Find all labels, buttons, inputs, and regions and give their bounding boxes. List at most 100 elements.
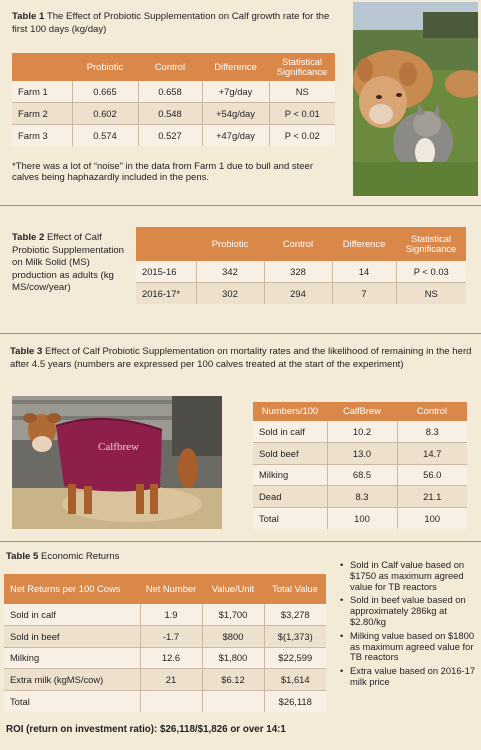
- table-row: 2015-16 342 328 14 P < 0.03: [136, 261, 466, 283]
- table2-cell: 14: [331, 261, 396, 283]
- table1-cell: 0.665: [71, 81, 138, 103]
- table2-cell: 2016-17*: [136, 282, 196, 304]
- table1-cell: Farm 3: [12, 124, 72, 146]
- table5-cell: $3,278: [263, 604, 326, 626]
- table5-cell: $800: [201, 625, 264, 648]
- table1-header-cell: Statistical Significance: [269, 53, 335, 81]
- table-row: Sold in calf 10.2 8.3: [253, 421, 467, 443]
- table-row: Farm 1 0.665 0.658 +7g/day NS: [12, 81, 335, 103]
- table3-cell: 13.0: [326, 442, 397, 465]
- table1-cell: 0.574: [71, 124, 138, 146]
- table5-notes: Sold in Calf value based on $1750 as max…: [338, 559, 476, 691]
- table3-cell: 56.0: [396, 464, 467, 486]
- table3-header-cell: Numbers/100: [253, 402, 327, 421]
- table5-caption: Table 5 Economic Returns: [6, 551, 306, 564]
- table-row: Farm 3 0.574 0.527 +47g/day P < 0.02: [12, 124, 335, 146]
- table1-cell: NS: [268, 81, 335, 103]
- table1-cell: +54g/day: [201, 102, 269, 125]
- table1-cell: 0.527: [137, 124, 202, 146]
- table-row: Sold beef 13.0 14.7: [253, 442, 467, 465]
- table3-title: Effect of Calf Probiotic Supplementation…: [10, 346, 472, 370]
- table3-cell: Total: [253, 507, 327, 529]
- table3-cell: 8.3: [326, 485, 397, 508]
- table1-title: The Effect of Probiotic Supplementation …: [12, 11, 330, 35]
- table1: Probiotic Control Difference Statistical…: [12, 53, 335, 146]
- table3-cell: 10.2: [326, 421, 397, 443]
- table-row: Dead 8.3 21.1: [253, 485, 467, 508]
- table5-section: Table 5 Economic Returns Net Returns per…: [0, 542, 481, 750]
- table1-section: Table 1 The Effect of Probiotic Suppleme…: [0, 0, 481, 200]
- table3-cell: Dead: [253, 485, 327, 508]
- table2-header-cell: Statistical Significance: [396, 227, 466, 261]
- table2-header-cell: [136, 227, 196, 261]
- table3-cell: 14.7: [396, 442, 467, 465]
- table1-caption: Table 1 The Effect of Probiotic Suppleme…: [12, 11, 342, 36]
- table1-cell: +47g/day: [201, 124, 269, 146]
- table3-header-cell: Control: [397, 402, 467, 421]
- table-row: 2016-17* 302 294 7 NS: [136, 282, 466, 304]
- table2-header-cell: Probiotic: [196, 227, 264, 261]
- table2-cell: NS: [395, 282, 466, 304]
- table3-header-cell: CalfBrew: [327, 402, 397, 421]
- table1-cell: P < 0.02: [268, 124, 335, 146]
- table3-header-row: Numbers/100 CalfBrew Control: [253, 402, 467, 421]
- table3-cell: Sold in calf: [253, 421, 327, 443]
- table2-header-cell: Control: [264, 227, 332, 261]
- list-item: Milking value based on $1800 as maximum …: [338, 630, 476, 663]
- table5-cell: Sold in beef: [4, 625, 140, 648]
- table5-cell: 21: [139, 668, 202, 691]
- table5-cell: Sold in calf: [4, 604, 140, 626]
- table1-cell: Farm 1: [12, 81, 72, 103]
- table5-label: Table 5: [6, 551, 39, 562]
- table5-cell: $1,700: [201, 604, 264, 626]
- table-row: Total $26,118: [4, 690, 326, 712]
- table5-cell: 12.6: [139, 647, 202, 669]
- table2-section: Table 2 Effect of Calf Probiotic Supplem…: [0, 206, 481, 332]
- table-row: Sold in beef -1.7 $800 $(1,373): [4, 625, 326, 648]
- table3-caption: Table 3 Effect of Calf Probiotic Supplem…: [10, 346, 475, 371]
- table2-cell: 328: [263, 261, 332, 283]
- table5-cell: Total: [4, 690, 140, 712]
- table3-label: Table 3: [10, 346, 43, 357]
- table3: Numbers/100 CalfBrew Control Sold in cal…: [253, 402, 467, 529]
- table1-cell: P < 0.01: [268, 102, 335, 125]
- calf-and-cat-photo: [353, 2, 478, 196]
- table-row: Total 100 100: [253, 507, 467, 529]
- table5-cell: Extra milk (kgMS/cow): [4, 668, 140, 691]
- table5-header-cell: Value/Unit: [202, 574, 264, 604]
- table1-cell: 0.602: [71, 102, 138, 125]
- table2-caption: Table 2 Effect of Calf Probiotic Supplem…: [12, 232, 124, 295]
- table5-cell: $(1,373): [263, 625, 326, 648]
- table1-header-cell: Probiotic: [72, 53, 138, 81]
- table-row: Extra milk (kgMS/cow) 21 $6.12 $1,614: [4, 668, 326, 691]
- table1-header-cell: Control: [138, 53, 202, 81]
- table3-section: Table 3 Effect of Calf Probiotic Supplem…: [0, 334, 481, 540]
- table2-cell: 294: [263, 282, 332, 304]
- section-divider: [0, 333, 481, 334]
- table1-cell: 0.548: [137, 102, 202, 125]
- table3-cell: 100: [396, 507, 467, 529]
- table5-header-cell: Net Returns per 100 Cows: [4, 574, 140, 604]
- table5-title: Economic Returns: [41, 551, 120, 562]
- table5-header-cell: Total Value: [264, 574, 326, 604]
- table2-label: Table 2: [12, 232, 45, 243]
- table5-cell: -1.7: [139, 625, 202, 648]
- table1-cell: 0.658: [137, 81, 202, 103]
- table3-cell: 100: [326, 507, 397, 529]
- table-row: Sold in calf 1.9 $1,700 $3,278: [4, 604, 326, 626]
- table5-cell: $1,614: [263, 668, 326, 691]
- table3-cell: Milking: [253, 464, 327, 486]
- table-row: Milking 12.6 $1,800 $22,599: [4, 647, 326, 669]
- table5-cell: $6.12: [201, 668, 264, 691]
- table1-header-cell: [12, 53, 72, 81]
- table2-cell: 7: [331, 282, 396, 304]
- table2-header-row: Probiotic Control Difference Statistical…: [136, 227, 466, 261]
- table5-cell: $1,800: [201, 647, 264, 669]
- table2-cell: 302: [195, 282, 264, 304]
- table5: Net Returns per 100 Cows Net Number Valu…: [4, 574, 326, 712]
- coat-logo-text: Calfbrew: [98, 441, 139, 453]
- table2-cell: P < 0.03: [395, 261, 466, 283]
- table2-cell: 342: [195, 261, 264, 283]
- table1-cell: Farm 2: [12, 102, 72, 125]
- table5-cell: 1.9: [139, 604, 202, 626]
